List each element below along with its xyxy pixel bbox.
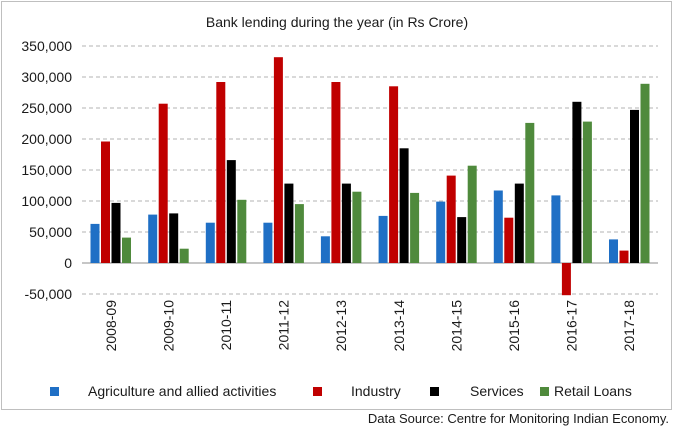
bar-agriculture-and-allied-activities-2010-11 [205, 222, 215, 263]
y-axis: -50,000 0 50,000 100,000 150,000 200,000 250,0… [21, 38, 658, 302]
bar-services-2010-11 [226, 160, 236, 263]
y-tick-label: 200,000 [21, 131, 72, 147]
x-tick-label: 2012-13 [333, 300, 349, 352]
data-source-note: Data Source: Centre for Monitoring India… [367, 411, 669, 426]
legend-item: Agriculture and allied activities [50, 383, 276, 399]
bar-retail-loans-2008-09 [122, 237, 131, 263]
bar-industry-2015-16 [504, 217, 514, 263]
bar-agriculture-and-allied-activities-2011-12 [263, 222, 273, 263]
bar-industry-2009-10 [158, 103, 168, 263]
chart-title: Bank lending during the year (in Rs Cror… [206, 14, 468, 30]
bar-agriculture-and-allied-activities-2015-16 [493, 190, 503, 263]
bar-services-2015-16 [514, 183, 524, 263]
x-tick-label: 2009-10 [160, 300, 176, 352]
bar-services-2014-15 [457, 217, 467, 263]
bar-industry-2013-14 [389, 86, 399, 263]
legend-label: Industry [351, 383, 401, 399]
bar-retail-loans-2014-15 [467, 165, 477, 263]
x-tick-label: 2016-17 [564, 300, 580, 352]
x-tick-label: 2008-09 [103, 300, 119, 352]
x-tick-label: 2017-18 [621, 300, 637, 352]
legend-swatch [540, 387, 549, 396]
legend: Agriculture and allied activities Industr… [50, 383, 632, 399]
bar-agriculture-and-allied-activities-2009-10 [148, 214, 158, 263]
bar-industry-2010-11 [216, 82, 226, 263]
bar-industry-2008-09 [101, 141, 110, 263]
bar-retail-loans-2016-17 [582, 121, 592, 263]
legend-item: Industry [313, 383, 401, 399]
x-tick-label: 2015-16 [506, 300, 522, 352]
bar-industry-2011-12 [273, 57, 283, 264]
bar-agriculture-and-allied-activities-2013-14 [378, 215, 388, 263]
x-tick-label: 2013-14 [391, 300, 407, 352]
y-tick-label: 350,000 [21, 38, 72, 54]
y-tick-label: 250,000 [21, 100, 72, 116]
y-tick-label: -50,000 [25, 286, 73, 302]
bar-agriculture-and-allied-activities-2017-18 [609, 239, 618, 263]
legend-swatch [430, 387, 439, 396]
x-tick-label: 2011-12 [276, 300, 292, 351]
legend-swatch [313, 387, 322, 396]
legend-label: Retail Loans [554, 383, 632, 399]
bar-services-2008-09 [111, 202, 121, 263]
bar-retail-loans-2011-12 [294, 204, 304, 263]
x-axis: 2008-09 2009-10 2010-11 2011-12 2012-13 2013-… [103, 300, 637, 352]
bar-retail-loans-2009-10 [179, 248, 189, 263]
bar-agriculture-and-allied-activities-2014-15 [436, 201, 446, 263]
y-tick-label: 150,000 [21, 162, 72, 178]
bar-retail-loans-2015-16 [525, 122, 535, 264]
bar-agriculture-and-allied-activities-2012-13 [320, 236, 330, 263]
legend-label: Services [470, 383, 524, 399]
bar-services-2011-12 [284, 183, 294, 263]
gridlines [82, 45, 658, 295]
y-tick-label: 100,000 [21, 193, 72, 209]
bar-retail-loans-2013-14 [410, 192, 420, 263]
legend-item: Retail Loans [540, 383, 632, 399]
bar-industry-2014-15 [446, 175, 456, 263]
bar-industry-2016-17 [561, 263, 571, 296]
bar-services-2013-14 [399, 148, 409, 263]
bar-industry-2017-18 [619, 250, 629, 263]
bar-industry-2012-13 [331, 82, 341, 263]
bar-retail-loans-2010-11 [237, 199, 247, 263]
bar-services-2017-18 [630, 109, 639, 264]
legend-label: Agriculture and allied activities [88, 383, 276, 399]
bar-services-2016-17 [572, 101, 582, 263]
bar-retail-loans-2012-13 [352, 191, 362, 263]
bars [90, 57, 650, 296]
legend-item: Services [430, 383, 524, 399]
x-tick-label: 2014-15 [448, 300, 464, 352]
x-tick-label: 2010-11 [218, 300, 234, 351]
bar-retail-loans-2017-18 [640, 83, 650, 263]
y-tick-label: 300,000 [21, 69, 72, 85]
legend-swatch [50, 387, 59, 396]
chart-frame [1, 1, 672, 410]
y-tick-label: 0 [64, 255, 72, 271]
bar-agriculture-and-allied-activities-2016-17 [551, 195, 561, 263]
bar-services-2009-10 [169, 213, 179, 263]
y-tick-label: 50,000 [29, 224, 72, 240]
bar-services-2012-13 [341, 183, 351, 263]
bar-agriculture-and-allied-activities-2008-09 [90, 223, 100, 263]
